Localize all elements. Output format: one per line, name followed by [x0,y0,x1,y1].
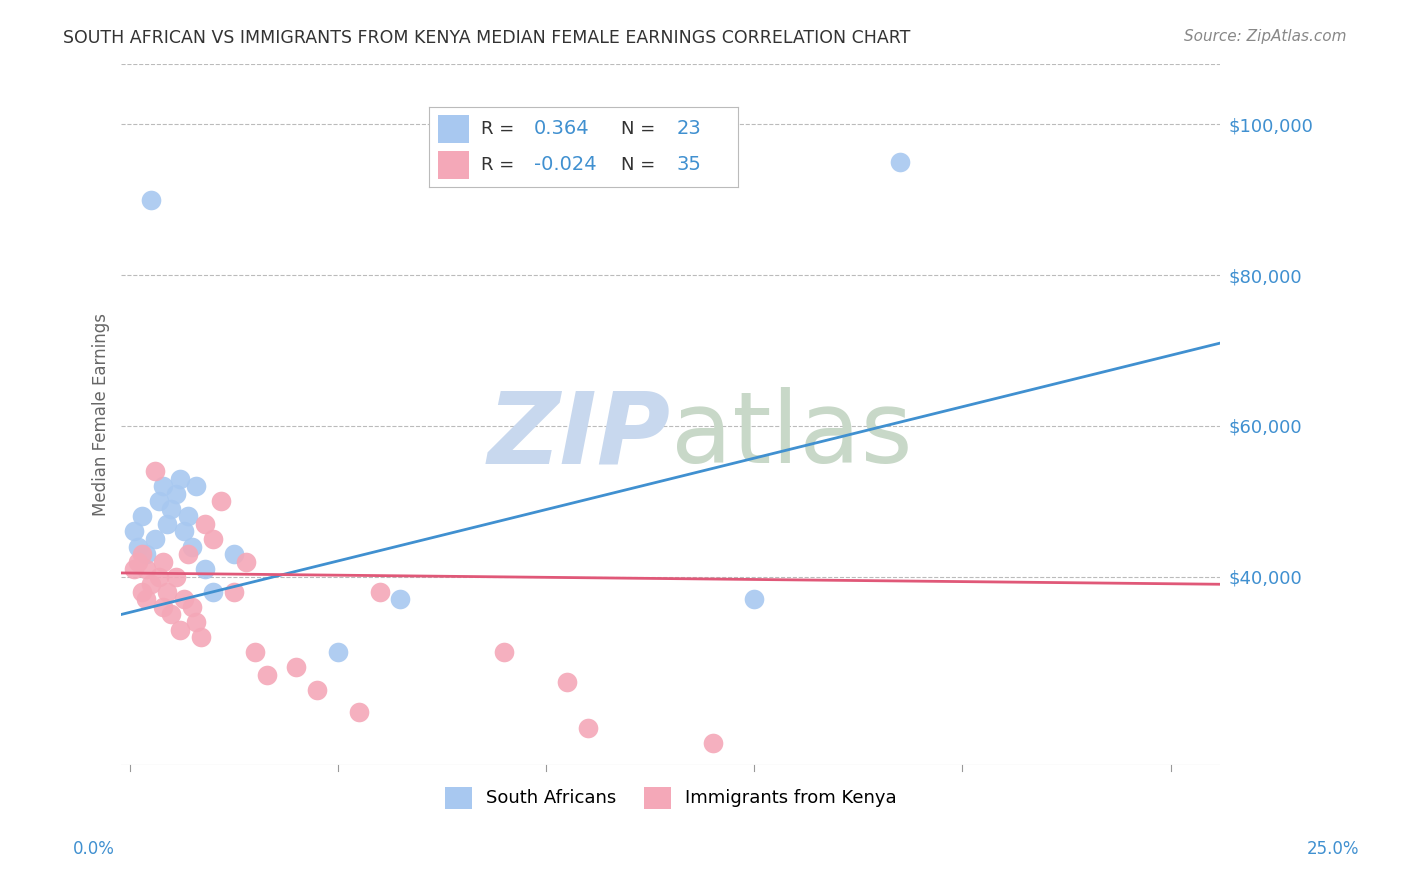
Point [135,562,157,576]
Point [122,562,145,576]
Point [326,645,349,659]
Point [135,547,157,561]
Point [181,599,204,614]
Text: -0.024: -0.024 [534,155,596,174]
Point [143,532,166,546]
Point [139,577,162,591]
Point [152,479,174,493]
Point [256,667,278,681]
Point [127,555,149,569]
Point [243,645,266,659]
Text: Source: ZipAtlas.com: Source: ZipAtlas.com [1184,29,1347,44]
Point [209,494,232,508]
Point [160,607,183,622]
Point [165,570,187,584]
Point [139,193,162,207]
Point [173,524,195,539]
Text: ZIP: ZIP [488,387,671,484]
Point [148,570,170,584]
Text: 25.0%: 25.0% [1306,840,1360,858]
Point [202,584,225,599]
Point [122,524,145,539]
Point [152,555,174,569]
Text: atlas: atlas [671,387,912,484]
Point [148,494,170,508]
Text: N =: N = [620,120,655,137]
Point [165,487,187,501]
Text: 0.0%: 0.0% [73,840,115,858]
Point [194,562,217,576]
Point [368,584,391,599]
Point [235,555,257,569]
Point [389,592,412,607]
Point [173,592,195,607]
Point [156,584,179,599]
Point [190,630,212,644]
Text: SOUTH AFRICAN VS IMMIGRANTS FROM KENYA MEDIAN FEMALE EARNINGS CORRELATION CHART: SOUTH AFRICAN VS IMMIGRANTS FROM KENYA M… [63,29,911,46]
Point [307,682,329,697]
Point [181,540,204,554]
Point [143,464,166,478]
Point [889,155,911,169]
Point [222,547,245,561]
Point [131,584,153,599]
Point [555,675,578,690]
Point [202,532,225,546]
Point [186,615,208,629]
Point [135,592,157,607]
Legend: South Africans, Immigrants from Kenya: South Africans, Immigrants from Kenya [437,780,904,816]
Point [222,584,245,599]
FancyBboxPatch shape [439,115,470,143]
Point [742,592,765,607]
Point [194,516,217,531]
Y-axis label: Median Female Earnings: Median Female Earnings [93,313,110,516]
Point [494,645,516,659]
Point [347,706,370,720]
FancyBboxPatch shape [439,151,470,179]
Point [131,509,153,524]
Point [177,509,200,524]
Point [169,472,191,486]
Text: R =: R = [481,120,515,137]
Point [186,479,208,493]
Point [152,599,174,614]
Text: 35: 35 [676,155,702,174]
Point [131,547,153,561]
Point [127,540,149,554]
Point [156,516,179,531]
Point [576,721,599,735]
Point [702,735,724,749]
Point [177,547,200,561]
Text: 23: 23 [676,120,702,138]
Text: 0.364: 0.364 [534,120,589,138]
Text: R =: R = [481,156,515,174]
Point [169,623,191,637]
Point [160,501,183,516]
Text: N =: N = [620,156,655,174]
Point [285,660,308,674]
